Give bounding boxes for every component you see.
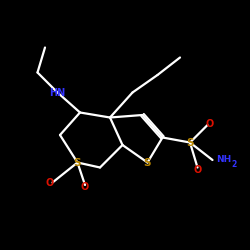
Text: S: S (74, 158, 81, 168)
Text: S: S (144, 158, 151, 168)
Text: O: O (206, 119, 214, 129)
Text: HN: HN (49, 88, 66, 98)
Text: 2: 2 (231, 160, 236, 169)
Text: O: O (46, 178, 54, 188)
Text: O: O (194, 165, 202, 175)
Text: NH: NH (216, 156, 232, 164)
Text: O: O (81, 182, 89, 192)
Text: S: S (186, 138, 194, 147)
